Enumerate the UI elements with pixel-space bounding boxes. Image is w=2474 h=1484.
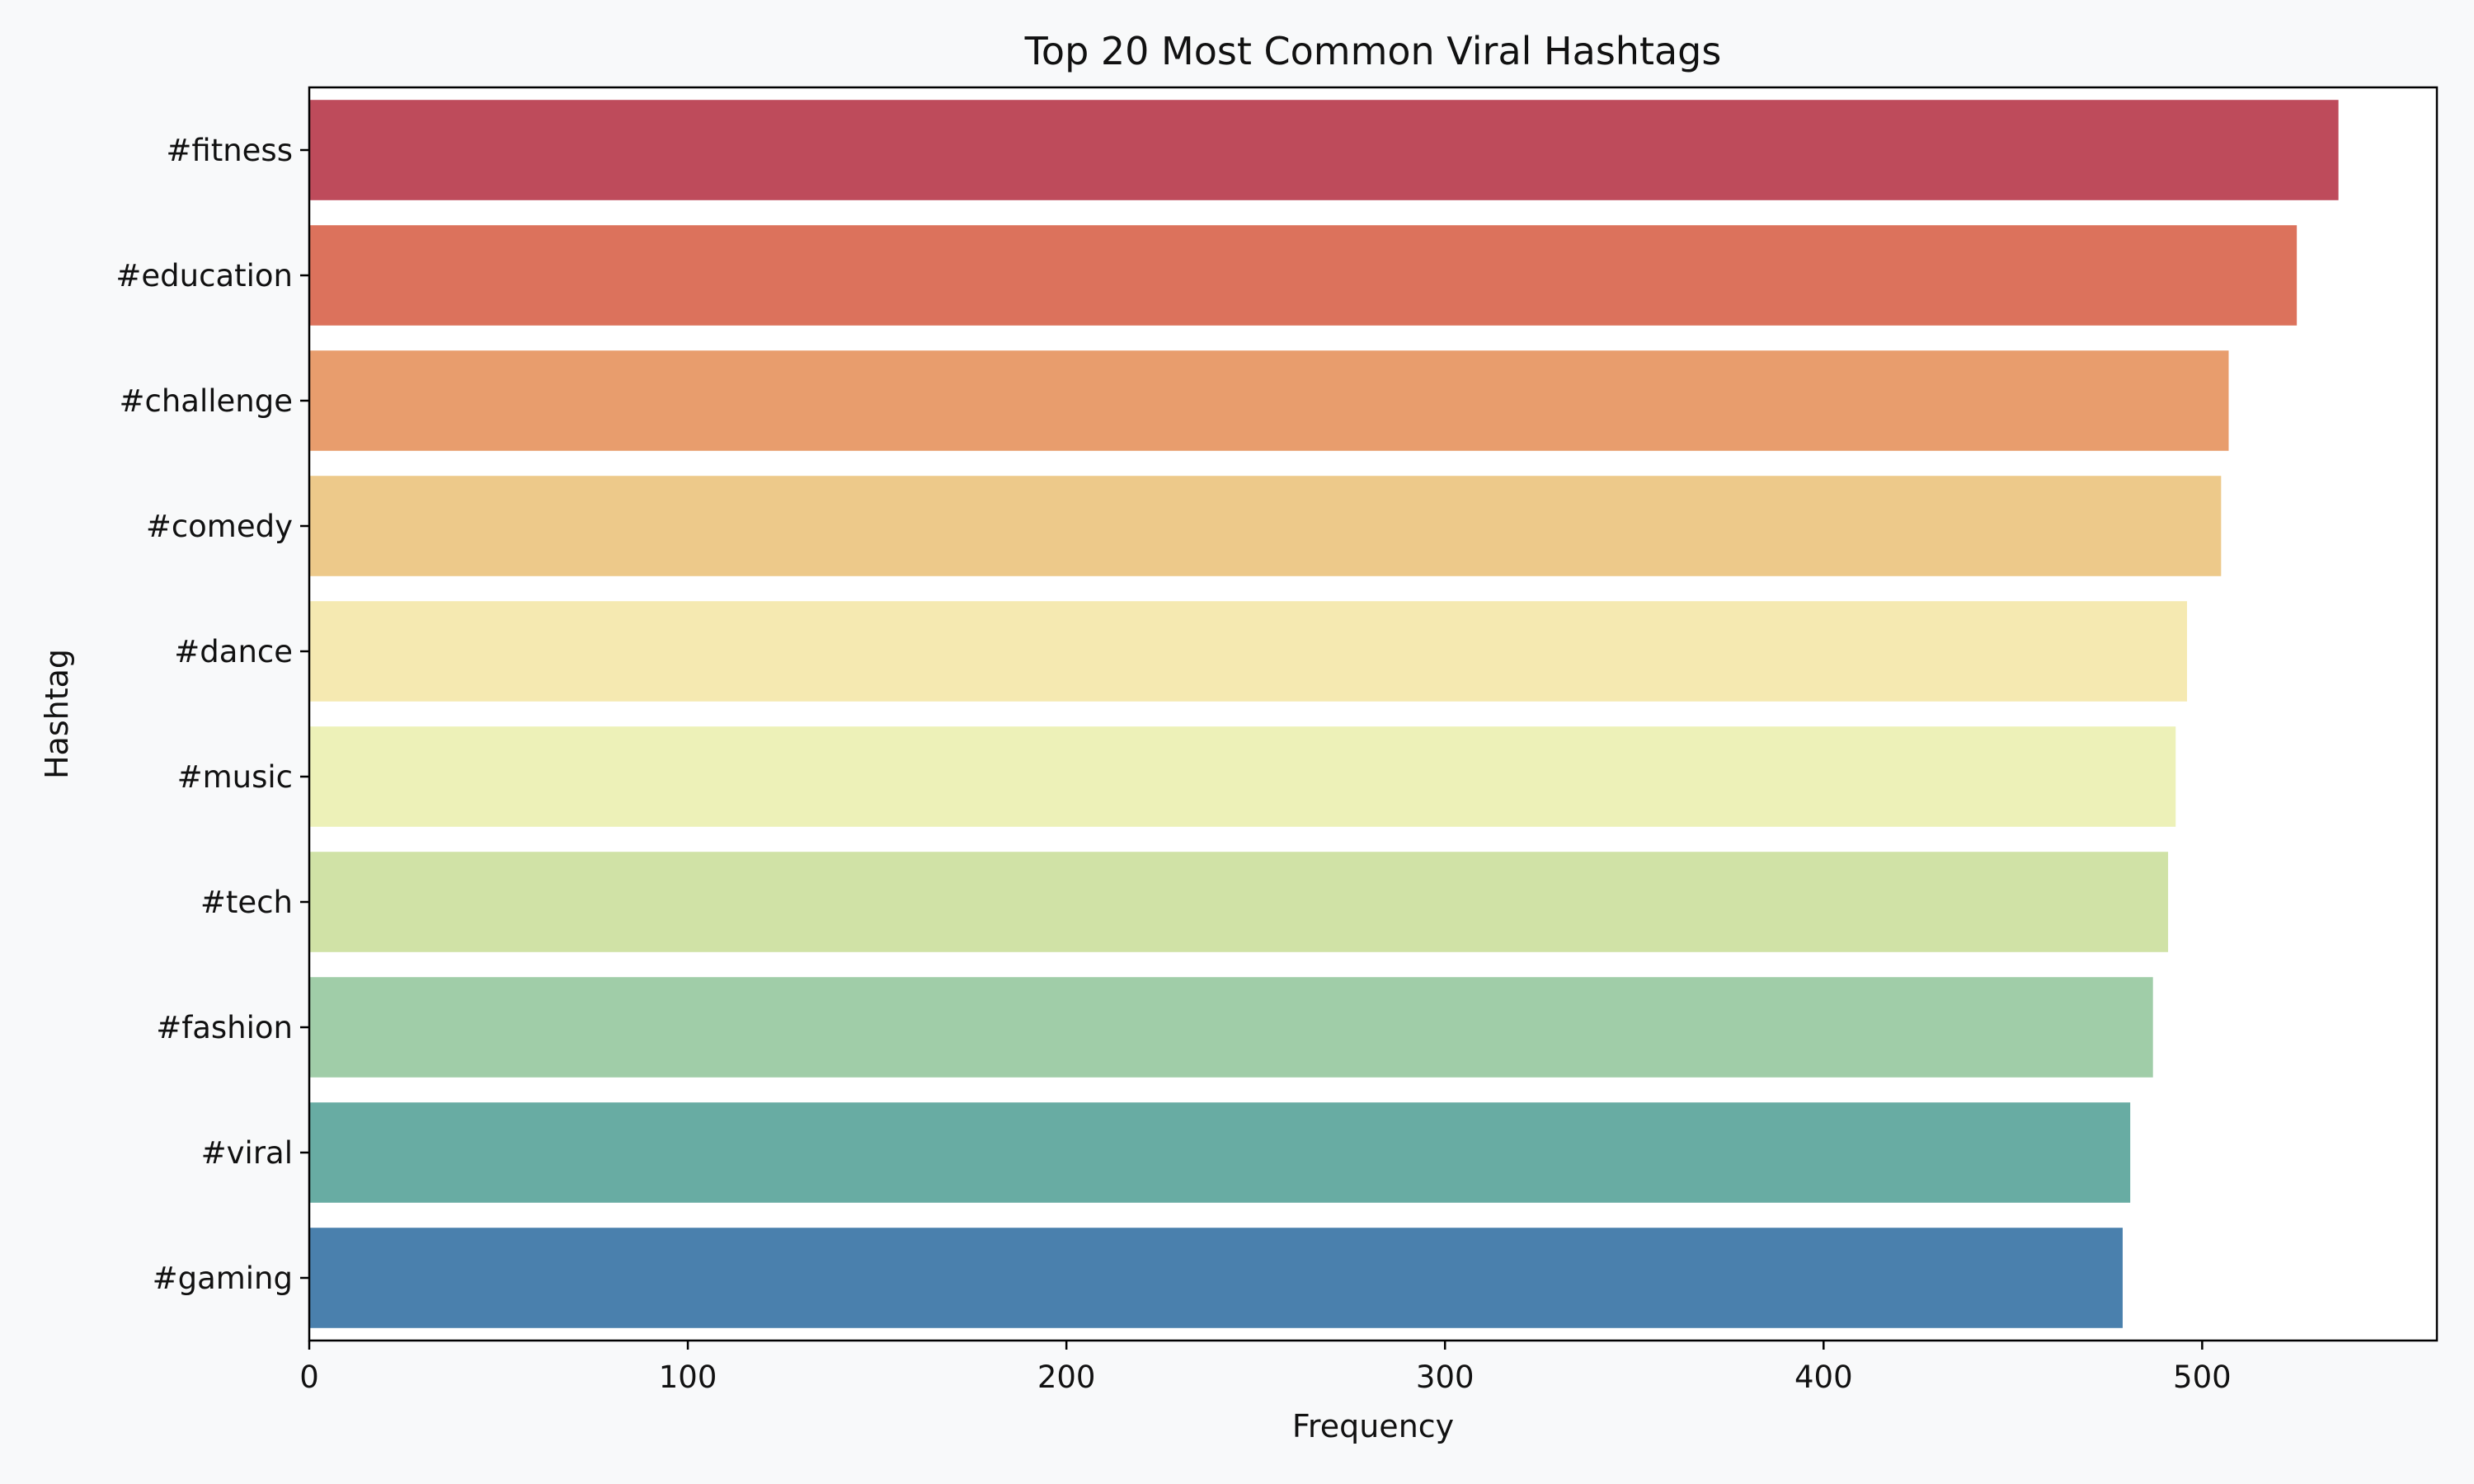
bar-challenge (309, 350, 2229, 451)
y-tick-label: #music (177, 759, 293, 795)
bar-music (309, 726, 2176, 827)
bar-tech (309, 852, 2169, 952)
y-tick-label: #gaming (153, 1261, 293, 1296)
bar-gaming (309, 1228, 2123, 1328)
y-tick-label: #education (115, 258, 293, 294)
bar-fitness (309, 100, 2339, 200)
y-axis-ticks: #fitness #education #challenge #comedy #danc… (115, 133, 309, 1296)
bar-dance (309, 601, 2188, 702)
x-tick-label: 200 (1037, 1360, 1096, 1395)
y-axis-label: Hashtag (39, 649, 75, 779)
x-tick-label: 0 (299, 1360, 319, 1395)
x-tick-label: 500 (2173, 1360, 2232, 1395)
x-tick-label: 100 (659, 1360, 717, 1395)
y-tick-label: #viral (201, 1135, 293, 1171)
bars-layer (309, 100, 2339, 1328)
y-tick-label: #fitness (166, 133, 293, 168)
bar-viral (309, 1102, 2131, 1203)
bar-fashion (309, 977, 2153, 1078)
y-tick-label: #challenge (120, 383, 294, 419)
y-tick-label: #tech (200, 885, 293, 920)
chart-title: Top 20 Most Common Viral Hashtags (1024, 29, 1722, 73)
y-tick-label: #dance (174, 634, 293, 669)
plot-frame (308, 86, 2439, 1342)
x-axis-ticks: 0 100 200 300 400 500 (299, 1341, 2232, 1395)
bar-education (309, 225, 2298, 326)
y-tick-label: #fashion (156, 1010, 293, 1045)
x-axis-label: Frequency (1292, 1408, 1454, 1444)
x-tick-label: 400 (1794, 1360, 1853, 1395)
y-tick-label: #comedy (146, 509, 293, 544)
bar-comedy (309, 476, 2222, 576)
x-tick-label: 300 (1416, 1360, 1475, 1395)
